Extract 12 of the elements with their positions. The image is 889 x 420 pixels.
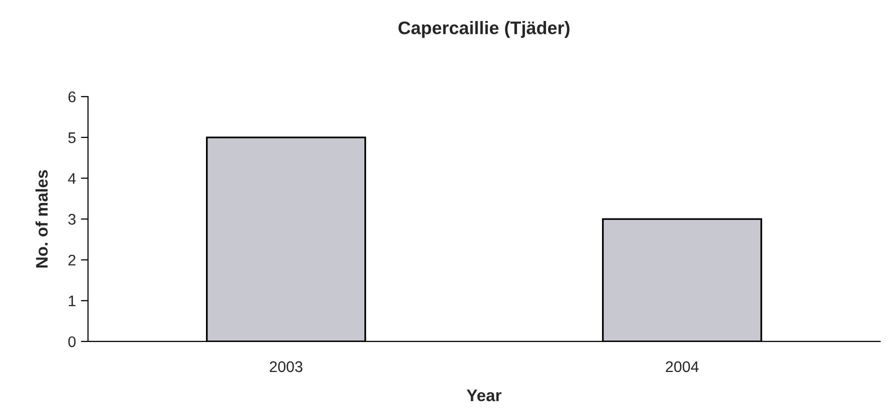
x-axis-title: Year bbox=[466, 390, 502, 402]
y-tick-label: 4 bbox=[68, 173, 76, 184]
y-tick-label: 5 bbox=[68, 132, 76, 144]
y-tick-label: 0 bbox=[68, 336, 76, 348]
y-tick-label: 3 bbox=[68, 214, 76, 225]
y-tick-label: 1 bbox=[68, 296, 76, 306]
y-tick-label: 6 bbox=[68, 91, 76, 102]
y-tick-label: 2 bbox=[68, 254, 76, 266]
y-axis-title: No. of males bbox=[36, 170, 48, 268]
chart-title: Capercaillie (Tjäder) bbox=[398, 21, 570, 38]
x-tick-label: 2003 bbox=[270, 361, 302, 372]
x-tick-label: 2004 bbox=[666, 361, 699, 372]
